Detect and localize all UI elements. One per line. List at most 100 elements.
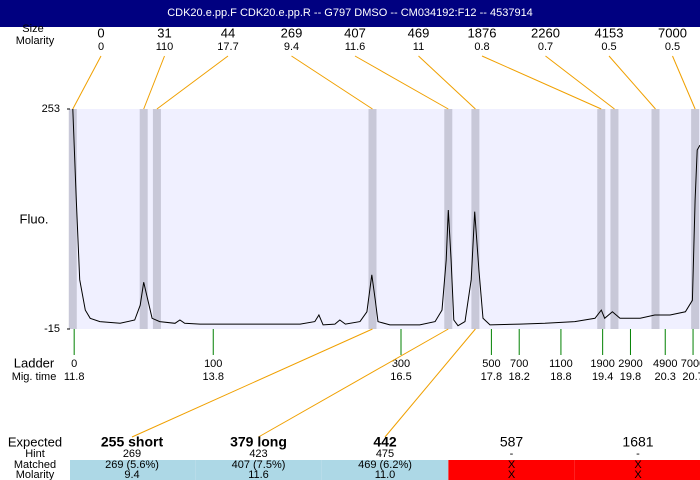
peak-band <box>597 109 606 329</box>
y-axis-label: Fluo. <box>20 211 49 226</box>
peak-size: 4153 <box>595 25 624 40</box>
x-tick-label: 18.2 <box>508 371 529 383</box>
ladder-size: 700 <box>510 358 528 370</box>
ladder-size: 300 <box>392 358 410 370</box>
peak-molarity: 0.8 <box>474 41 489 53</box>
peak-band <box>651 109 660 329</box>
match-cell <box>195 460 322 480</box>
peak-size: 269 <box>281 25 303 40</box>
matched-cell: 407 (7.5%) <box>232 459 286 471</box>
x-tick-label: 20.3 <box>655 371 676 383</box>
plot-area <box>70 109 700 329</box>
peak-connector <box>72 55 102 110</box>
expected-cell: 442 <box>373 434 397 450</box>
peak-connector <box>481 55 602 110</box>
peak-size: 469 <box>408 25 430 40</box>
peak-molarity: 110 <box>156 41 174 53</box>
peak-molarity: 0.7 <box>538 41 553 53</box>
peak-band <box>368 109 377 329</box>
molarity-cell: X <box>634 469 642 480</box>
ladder-size: 1900 <box>590 358 614 370</box>
x-tick-label: 18.8 <box>550 371 571 383</box>
matched-cell: X <box>508 459 516 471</box>
hint-cell: 269 <box>123 448 141 460</box>
peak-band <box>68 109 77 329</box>
peak-molarity: 11.6 <box>345 41 366 53</box>
ladder-size: 2900 <box>618 358 642 370</box>
molarity-cell: 9.4 <box>124 469 139 480</box>
peak-size: 7000 <box>658 25 687 40</box>
peak-band <box>610 109 619 329</box>
ladder-size: 4900 <box>653 358 677 370</box>
header-bar <box>0 0 700 27</box>
peak-band <box>139 109 148 329</box>
peak-connector <box>143 55 165 110</box>
match-cell <box>321 460 449 480</box>
header-title: CDK20.e.pp.F CDK20.e.pp.R -- G797 DMSO -… <box>167 7 533 19</box>
molarity-cell: 11.0 <box>375 469 396 480</box>
peak-connector <box>291 55 373 110</box>
y-tick-label: 253 <box>42 103 60 115</box>
hint-cell: - <box>636 448 640 460</box>
ladder-size: 7000 <box>681 358 700 370</box>
peak-molarity: 9.4 <box>284 41 299 53</box>
x-tick-label: 19.4 <box>592 371 613 383</box>
match-cell <box>448 460 575 480</box>
row-label: Expected <box>8 434 62 449</box>
peak-connector <box>418 55 476 110</box>
matched-cell: 269 (5.6%) <box>105 459 159 471</box>
row-label: Matched <box>14 459 56 471</box>
peak-size: 407 <box>344 25 366 40</box>
row-label: Molarity <box>16 469 55 480</box>
peak-size: 0 <box>97 25 104 40</box>
match-connector <box>131 328 373 438</box>
peak-band <box>691 109 700 329</box>
ladder-label: Ladder <box>14 355 55 370</box>
molarity-cell: 11.6 <box>248 469 269 480</box>
peak-molarity: 0.5 <box>601 41 616 53</box>
expected-cell: 587 <box>500 434 524 450</box>
peak-connector <box>672 55 696 110</box>
match-cell <box>574 460 700 480</box>
x-tick-label: 11.8 <box>64 371 85 383</box>
peak-connector <box>545 55 615 110</box>
y-tick-label: -15 <box>44 323 60 335</box>
match-connector <box>384 328 476 438</box>
size-label: Size <box>22 23 43 35</box>
peak-connector <box>608 55 656 110</box>
match-cell <box>70 460 196 480</box>
peak-molarity: 17.7 <box>217 41 238 53</box>
trace <box>72 108 700 327</box>
matched-cell: X <box>634 459 642 471</box>
molarity-label: Molarity <box>16 35 55 47</box>
hint-cell: - <box>510 448 514 460</box>
x-tick-label: 13.8 <box>203 371 224 383</box>
hint-cell: 475 <box>376 448 394 460</box>
x-tick-label: 16.5 <box>390 371 411 383</box>
peak-connector <box>156 55 229 110</box>
peak-band <box>152 109 161 329</box>
expected-cell: 379 long <box>230 434 287 450</box>
peak-connector <box>354 55 449 110</box>
peak-molarity: 0 <box>98 41 104 53</box>
x-axis-label: Mig. time <box>12 371 57 383</box>
molarity-cell: X <box>508 469 516 480</box>
peak-molarity: 11 <box>413 41 424 53</box>
x-tick-label: 20.7 <box>682 371 700 383</box>
matched-cell: 469 (6.2%) <box>358 459 412 471</box>
row-label: Hint <box>25 448 45 460</box>
peak-size: 44 <box>221 25 235 40</box>
expected-cell: 1681 <box>622 434 653 450</box>
peak-size: 2260 <box>531 25 560 40</box>
ladder-size: 0 <box>71 358 77 370</box>
hint-cell: 423 <box>249 448 267 460</box>
peak-size: 1876 <box>468 25 497 40</box>
peak-size: 31 <box>157 25 171 40</box>
x-tick-label: 19.8 <box>620 371 641 383</box>
ladder-size: 500 <box>482 358 500 370</box>
match-connector <box>258 328 449 438</box>
x-tick-label: 17.8 <box>481 371 502 383</box>
expected-cell: 255 short <box>101 434 164 450</box>
